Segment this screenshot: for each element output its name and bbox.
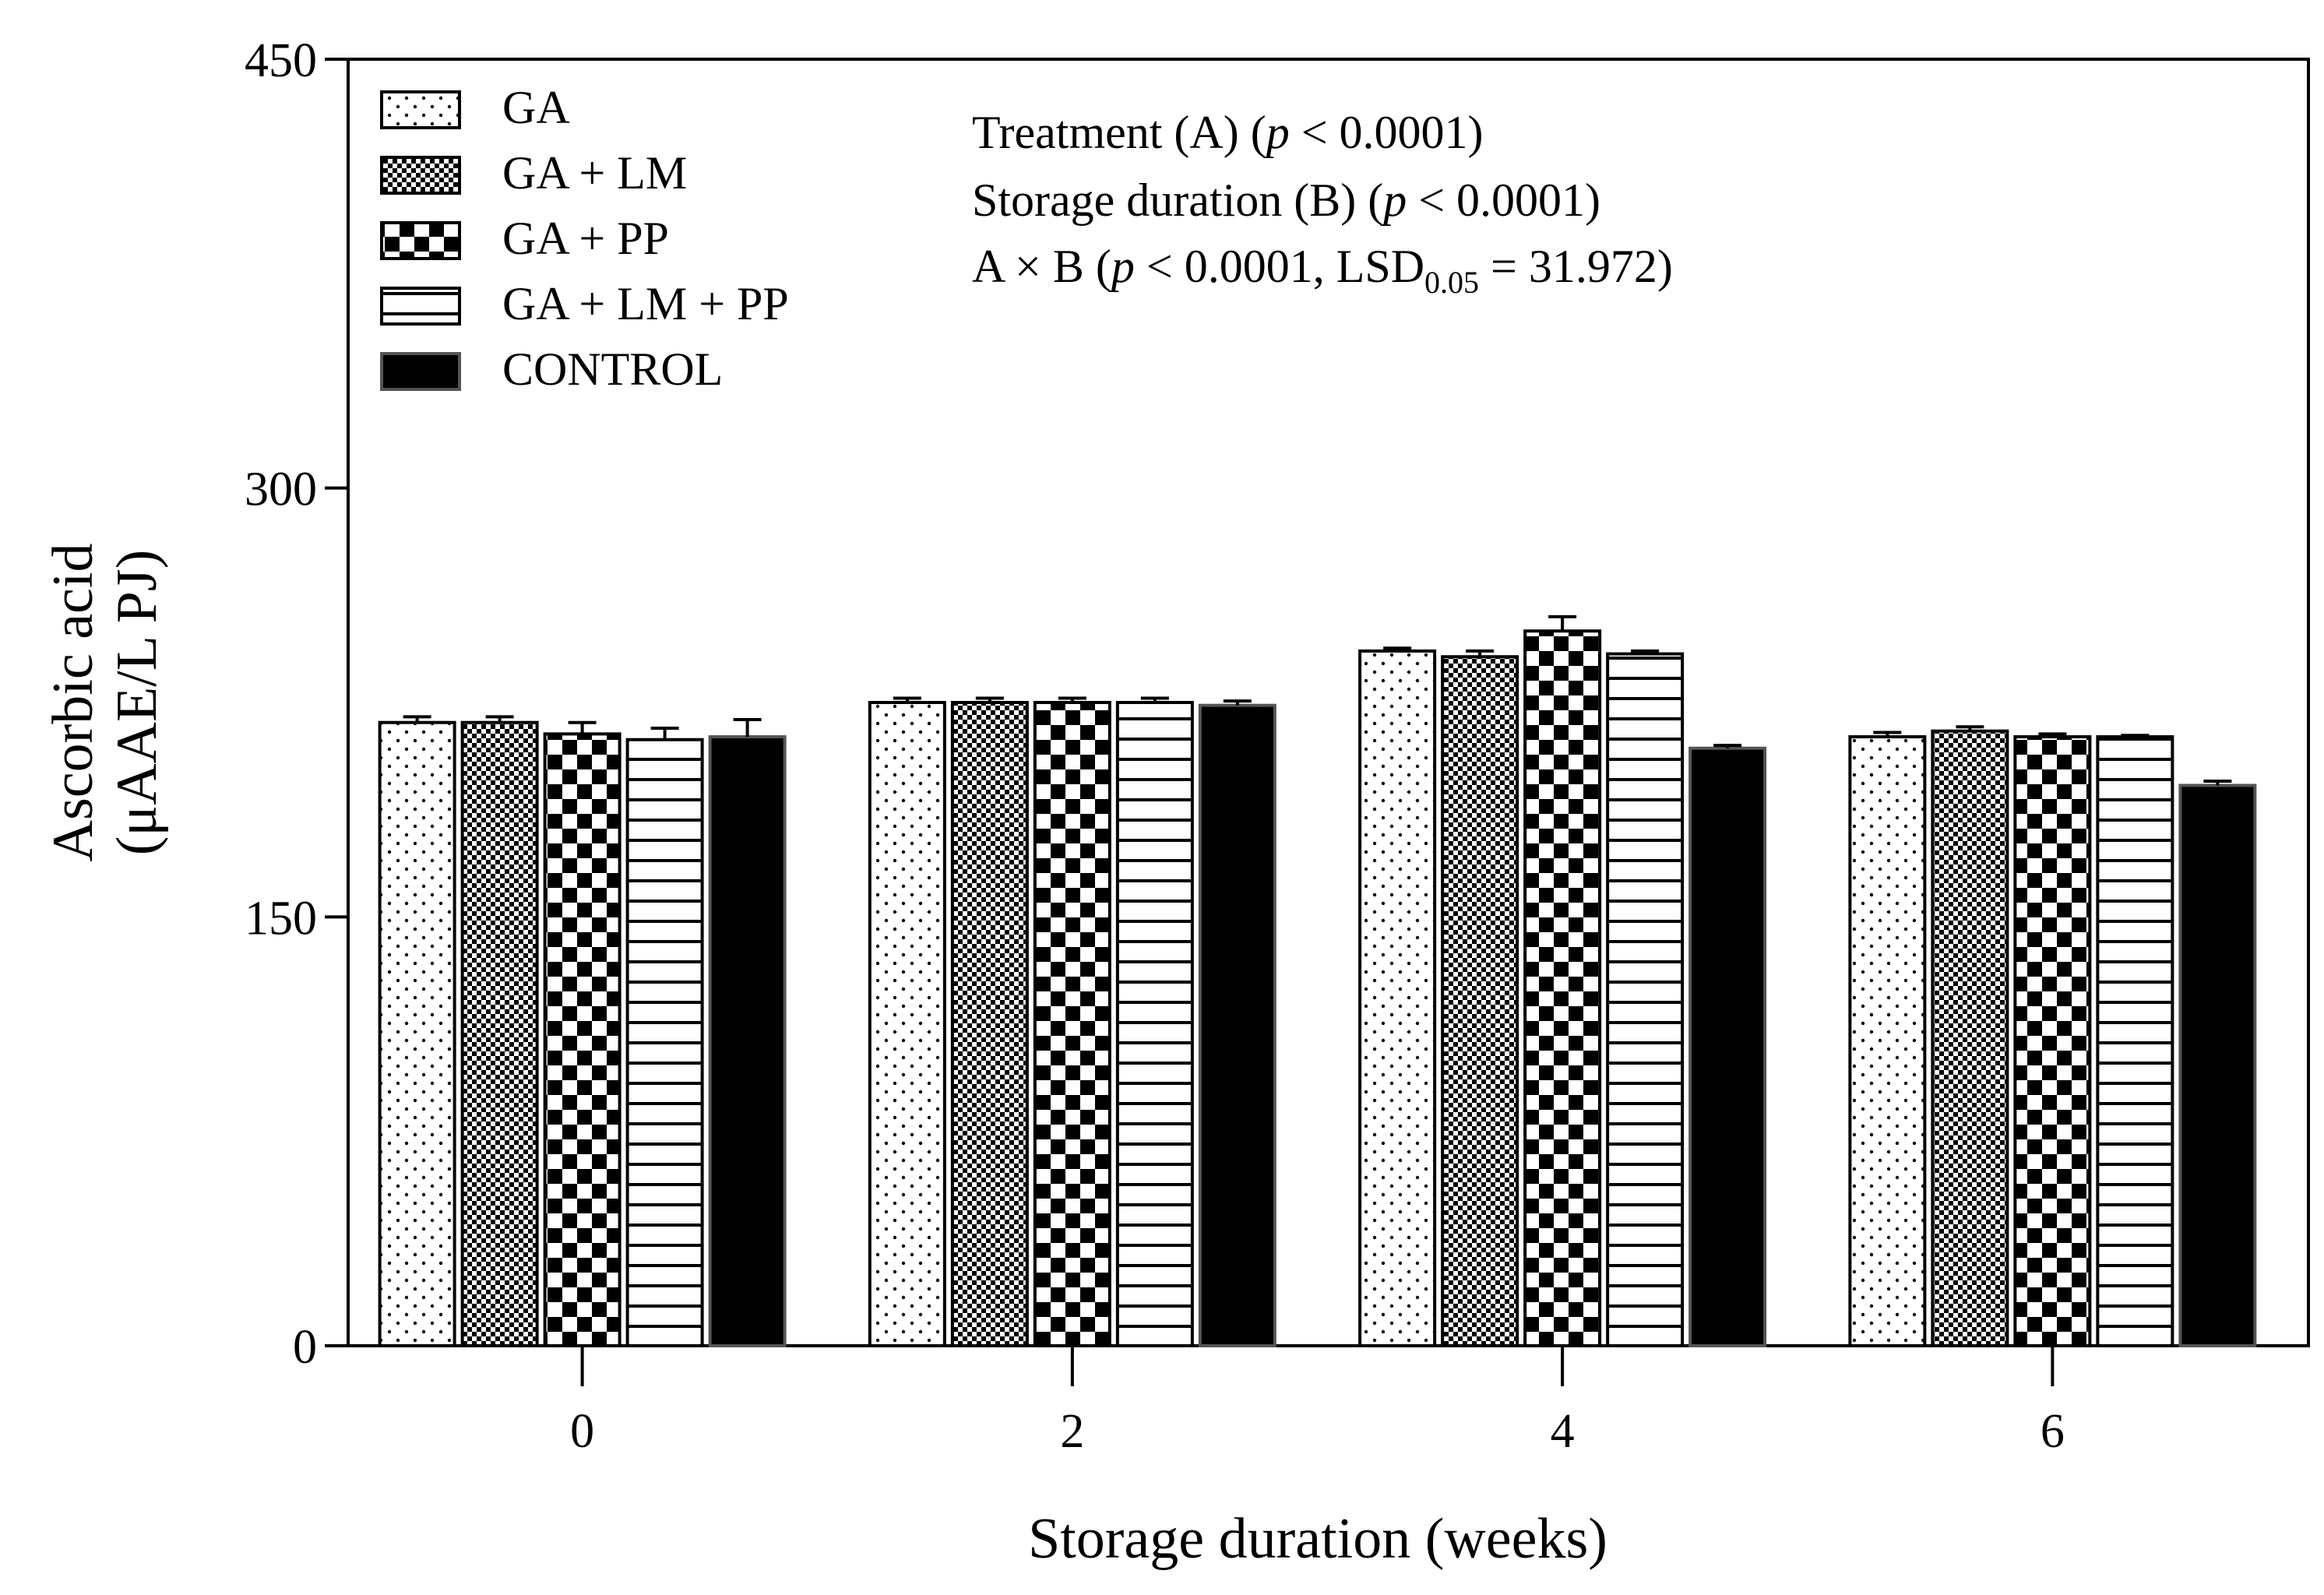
y-axis-label: Ascorbic acid (μAAE/L PJ)	[41, 544, 169, 862]
y-tick-label: 300	[245, 463, 317, 516]
legend-label: GA + PP	[502, 213, 669, 264]
bar	[1523, 629, 1602, 1347]
bar	[1688, 746, 1767, 1347]
bar	[625, 738, 704, 1347]
stats-annotation: Treatment (A) (p < 0.0001) Storage durat…	[972, 107, 1673, 300]
legend-label: GA	[502, 82, 570, 133]
bar	[543, 732, 621, 1347]
bars-group	[378, 614, 2257, 1347]
bar	[1033, 701, 1111, 1347]
legend-swatch	[380, 287, 461, 326]
bar	[1606, 652, 1685, 1347]
bar	[2013, 735, 2092, 1347]
bar	[2178, 783, 2257, 1347]
bar	[1358, 649, 1437, 1347]
x-tick-label: 4	[1551, 1405, 1575, 1458]
y-tick-label: 0	[293, 1321, 317, 1374]
legend-swatch	[380, 156, 461, 195]
plot-frame	[347, 58, 2310, 1347]
bar	[708, 735, 787, 1347]
stats-line-interaction: A × B (p < 0.0001, LSD0.05 = 31.972)	[972, 241, 1673, 300]
x-tick-label: 0	[570, 1405, 594, 1458]
bar	[1931, 729, 2009, 1347]
legend-label: GA + LM + PP	[502, 278, 789, 329]
y-axis: 0 150 300 450	[245, 34, 348, 1374]
legend-swatch	[380, 221, 461, 260]
bar	[2096, 735, 2174, 1347]
legend-swatch	[380, 90, 461, 129]
legend-swatch	[380, 352, 461, 391]
x-tick-label: 2	[1060, 1405, 1084, 1458]
bar	[868, 701, 946, 1347]
bar	[1198, 703, 1276, 1347]
bar	[378, 720, 456, 1347]
x-axis: 0 2 4 6	[570, 1346, 2065, 1458]
y-tick-label: 450	[245, 34, 317, 87]
bar	[460, 720, 539, 1347]
stats-line-storage: Storage duration (B) (p < 0.0001)	[972, 174, 1600, 226]
legend-label: CONTROL	[502, 343, 723, 395]
stats-line-treatment: Treatment (A) (p < 0.0001)	[972, 107, 1484, 158]
x-axis-label: Storage duration (weeks)	[1028, 1507, 1607, 1571]
legend: GA GA + LM GA + PP GA + LM + PP CONTROL	[380, 82, 789, 395]
x-tick-label: 6	[2041, 1405, 2065, 1458]
y-axis-label-line1: Ascorbic acid	[41, 544, 105, 862]
bar	[1115, 701, 1194, 1347]
bar	[950, 701, 1029, 1347]
legend-label: GA + LM	[502, 147, 687, 199]
y-axis-label-line2: (μAAE/L PJ)	[105, 550, 169, 856]
y-tick-label: 150	[245, 892, 317, 945]
bar	[1848, 735, 1927, 1347]
bar	[1441, 655, 1519, 1347]
